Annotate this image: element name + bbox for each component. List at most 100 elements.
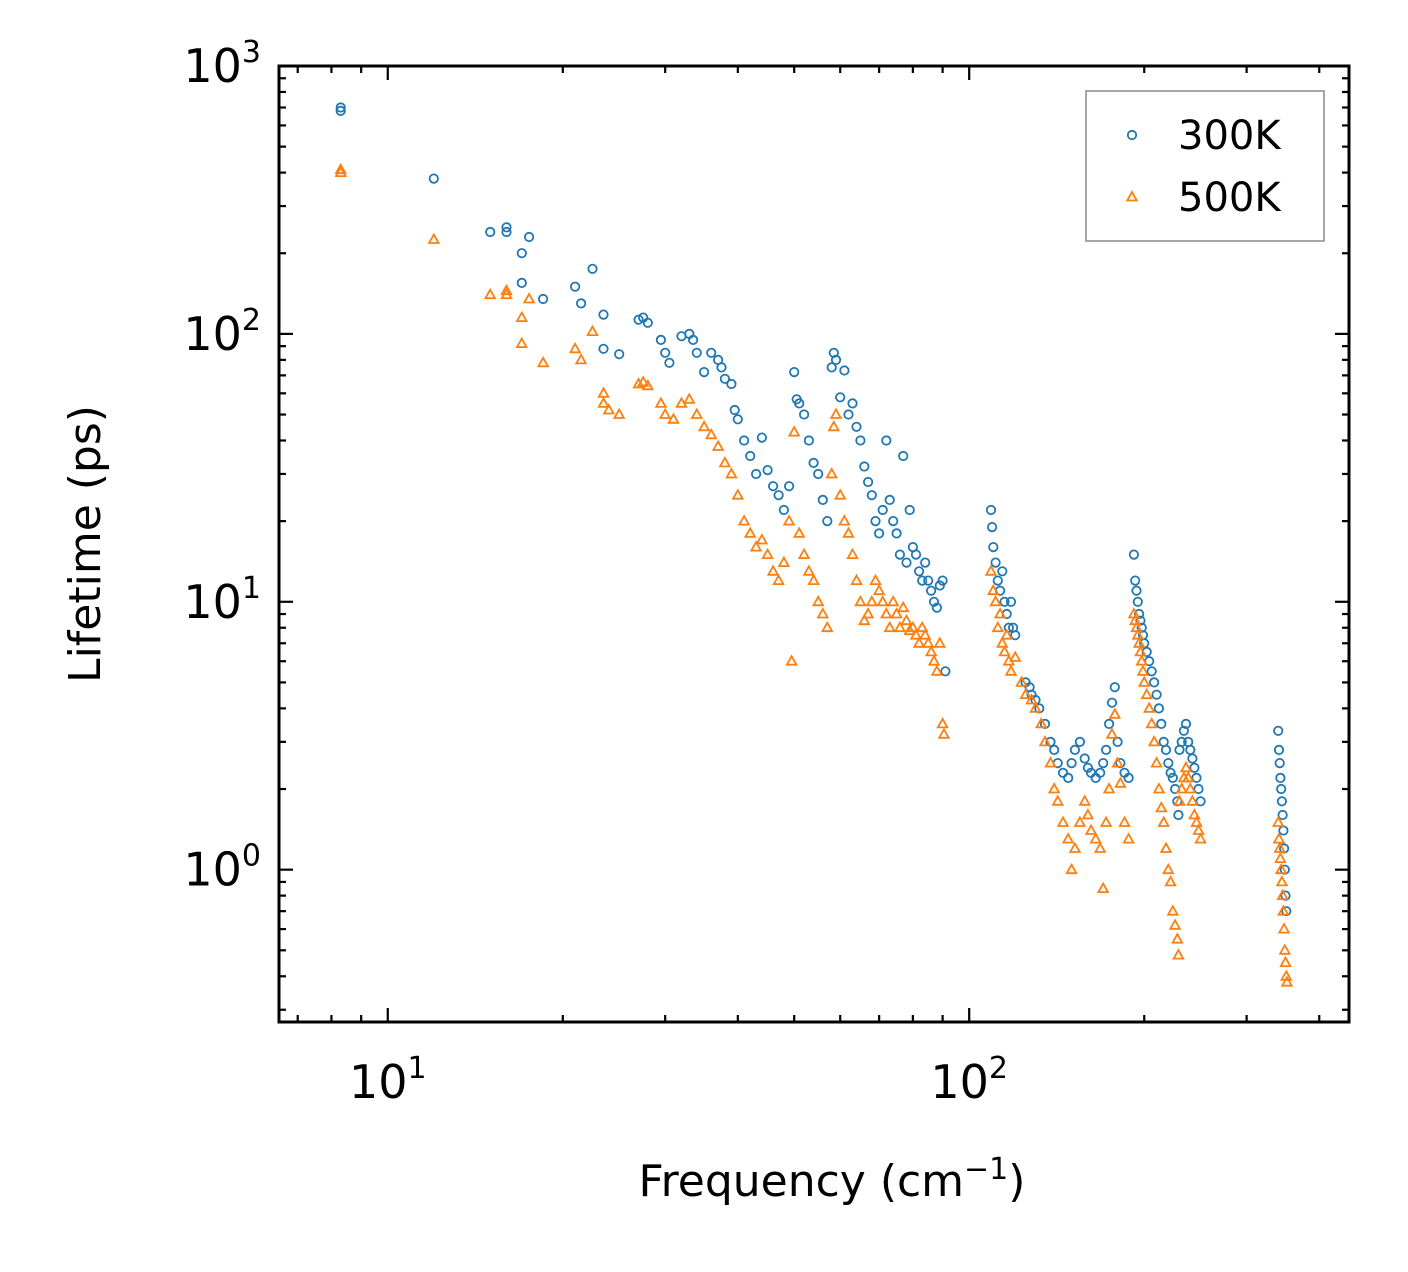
point-300K-58 [847, 398, 858, 409]
point-300K-36 [750, 468, 762, 480]
point-300K-74 [904, 504, 915, 516]
point-500K-25 [690, 407, 704, 419]
point-500K-102 [1044, 756, 1057, 768]
point-500K-50 [825, 467, 838, 479]
point-300K-51 [822, 515, 833, 527]
point-500K-157 [1192, 823, 1205, 835]
point-300K-168 [1276, 796, 1288, 807]
point-500K-71 [900, 613, 913, 626]
point-300K-129 [1130, 575, 1141, 586]
point-500K-113 [1089, 832, 1102, 844]
point-500K-21 [658, 407, 672, 419]
point-300K-146 [1163, 757, 1174, 769]
point-500K-168 [1278, 943, 1292, 955]
point-500K-90 [995, 636, 1009, 648]
point-500K-18 [636, 375, 650, 387]
point-500K-30 [725, 467, 738, 479]
point-500K-98 [1025, 693, 1038, 705]
point-500K-127 [1131, 628, 1145, 640]
point-300K-115 [1082, 762, 1094, 773]
point-500K-76 [915, 620, 929, 633]
point-500K-140 [1157, 815, 1170, 827]
point-500K-56 [846, 547, 859, 559]
point-500K-123 [1122, 832, 1135, 844]
point-500K-72 [903, 623, 916, 636]
point-500K-16 [612, 407, 626, 419]
x-tick-label-100: 102 [930, 1051, 1008, 1109]
point-500K-163 [1274, 862, 1288, 875]
point-500K-151 [1179, 760, 1193, 773]
point-500K-135 [1145, 717, 1158, 729]
legend-marker-300K [1126, 129, 1138, 141]
point-300K-80 [923, 575, 934, 586]
point-300K-142 [1153, 703, 1165, 714]
point-300K-29 [716, 362, 727, 373]
point-500K-86 [986, 583, 1000, 596]
point-300K-120 [1101, 744, 1112, 756]
point-300K-118 [1095, 767, 1106, 778]
point-500K-32 [737, 514, 751, 526]
point-500K-143 [1164, 875, 1177, 887]
point-500K-77 [918, 628, 932, 640]
point-300K-109 [1057, 767, 1069, 778]
point-500K-154 [1186, 794, 1199, 806]
point-300K-158 [1187, 753, 1198, 764]
point-500K-147 [1172, 948, 1185, 960]
point-300K-127 [1123, 772, 1134, 784]
point-300K-47 [803, 435, 815, 446]
point-500K-79 [924, 645, 938, 657]
point-300K-81 [925, 585, 937, 596]
point-500K-141 [1159, 841, 1173, 853]
point-300K-55 [835, 392, 846, 403]
series-300K [335, 102, 1292, 917]
point-300K-153 [1176, 736, 1187, 748]
point-500K-74 [909, 628, 923, 640]
point-300K-38 [762, 464, 773, 476]
point-500K-111 [1081, 808, 1095, 820]
point-500K-66 [883, 620, 897, 633]
point-300K-86 [940, 666, 951, 677]
point-500K-89 [993, 607, 1007, 619]
point-500K-92 [1000, 628, 1013, 640]
point-500K-59 [857, 613, 871, 626]
point-300K-68 [884, 494, 895, 505]
point-500K-91 [998, 645, 1011, 657]
point-500K-109 [1073, 815, 1087, 827]
point-500K-20 [654, 396, 668, 408]
point-300K-34 [738, 435, 750, 446]
point-500K-85 [984, 564, 998, 576]
point-300K-69 [888, 515, 899, 527]
point-300K-87 [985, 504, 997, 516]
point-300K-121 [1104, 718, 1115, 730]
point-500K-29 [718, 456, 732, 468]
point-500K-138 [1152, 782, 1166, 794]
point-500K-145 [1168, 918, 1182, 930]
point-300K-82 [928, 596, 940, 607]
legend-box [1085, 90, 1325, 242]
point-500K-53 [833, 488, 847, 500]
point-300K-33 [732, 414, 743, 425]
point-300K-0 [335, 102, 346, 113]
point-300K-37 [756, 432, 768, 443]
point-500K-58 [854, 594, 867, 607]
point-500K-115 [1096, 881, 1110, 893]
point-300K-73 [901, 557, 912, 568]
point-500K-108 [1068, 841, 1082, 853]
point-300K-76 [910, 549, 922, 560]
point-500K-118 [1105, 727, 1119, 739]
point-300K-119 [1098, 757, 1109, 769]
point-500K-31 [731, 488, 745, 500]
point-500K-68 [890, 607, 903, 619]
point-500K-60 [861, 607, 875, 619]
point-500K-67 [886, 594, 900, 607]
point-500K-103 [1047, 782, 1061, 794]
point-500K-48 [816, 607, 830, 619]
point-500K-148 [1173, 794, 1186, 806]
point-300K-141 [1151, 689, 1162, 700]
point-300K-97 [1005, 596, 1017, 607]
point-300K-48 [808, 457, 819, 468]
point-500K-137 [1150, 756, 1163, 768]
point-500K-129 [1134, 645, 1147, 657]
point-300K-169 [1277, 809, 1288, 821]
